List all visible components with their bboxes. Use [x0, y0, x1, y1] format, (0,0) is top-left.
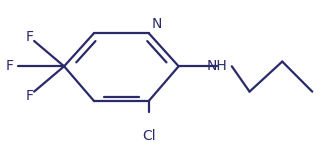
Text: NH: NH: [207, 59, 227, 73]
Text: Cl: Cl: [142, 129, 155, 143]
Text: N: N: [151, 17, 162, 32]
Text: F: F: [6, 59, 14, 73]
Text: F: F: [25, 30, 33, 44]
Text: F: F: [25, 88, 33, 103]
